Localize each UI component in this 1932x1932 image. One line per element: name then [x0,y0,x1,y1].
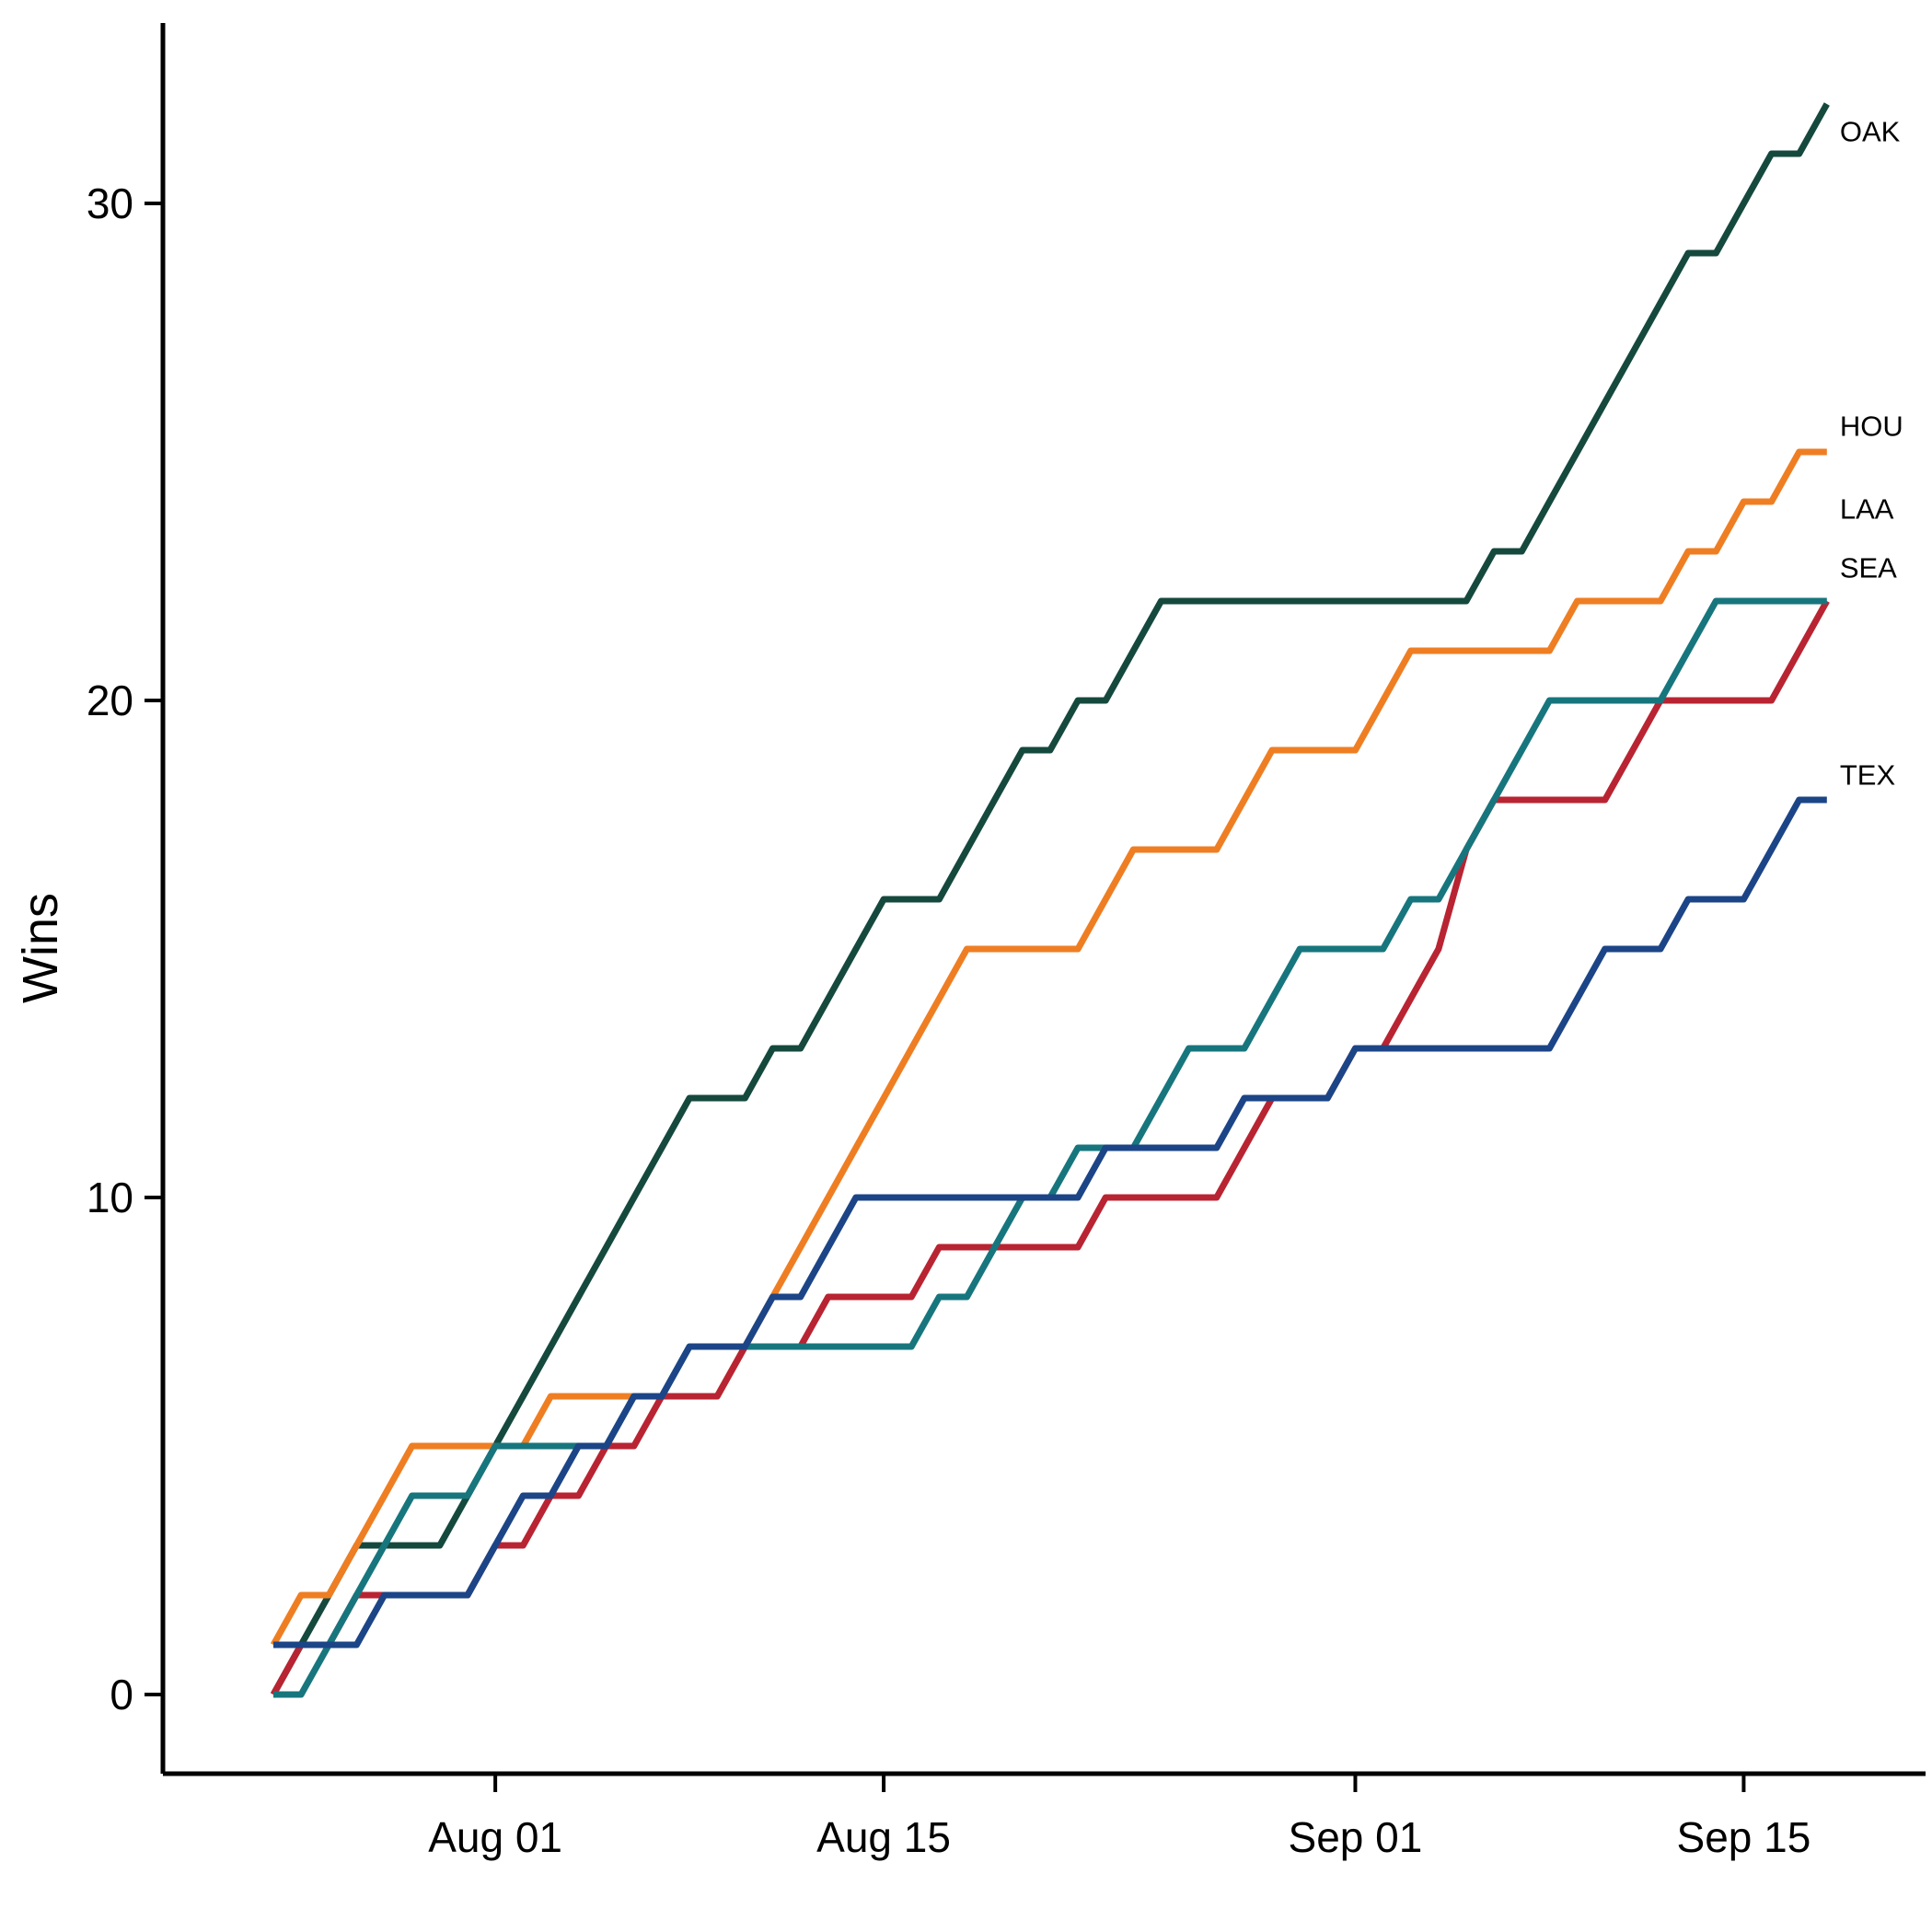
y-tick-label: 0 [110,1671,133,1718]
series-label-TEX: TEX [1840,759,1896,792]
series-label-LAA: LAA [1840,493,1894,526]
axes: 0 10 20 30 Aug 01 Aug 15 Sep 01 Sep 15 [87,23,1926,1861]
x-tick-label: Aug 15 [816,1813,951,1861]
y-tick-label: 10 [87,1174,133,1221]
series-label-OAK: OAK [1840,116,1901,148]
series-line-LAA [270,599,1830,1696]
x-tick-label: Aug 01 [428,1813,562,1861]
series-line-OAK [270,102,1830,1696]
series-lines [270,102,1830,1698]
y-axis-title: Wins [13,893,68,1003]
x-tick-label: Sep 15 [1677,1813,1811,1861]
y-tick-label: 20 [87,677,133,724]
series-labels: OAK HOU LAA SEA TEX [1840,116,1903,792]
series-line-HOU [270,448,1827,1647]
series-label-HOU: HOU [1840,411,1903,443]
y-tick-label: 30 [87,179,133,227]
x-tick-label: Sep 01 [1289,1813,1423,1861]
series-label-SEA: SEA [1840,552,1897,584]
series-line-TEX [273,796,1827,1649]
